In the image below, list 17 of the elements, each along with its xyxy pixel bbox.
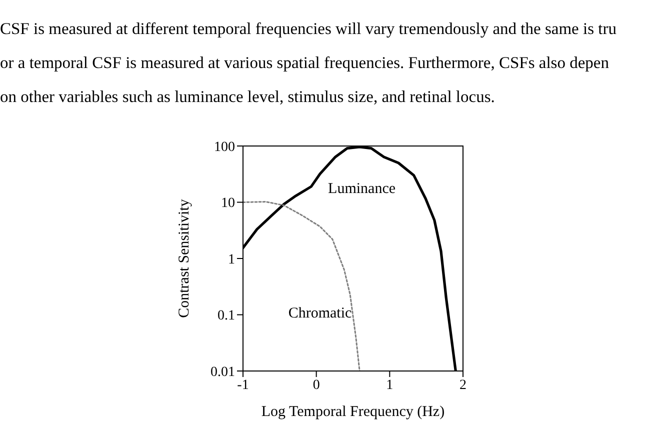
text: CSF is measured at different temporal frequencies will vary tremendously and the same is tru [0,18,616,40]
series-label: Chromatic [288,306,352,322]
y-tick-label: 0.1 [218,308,235,324]
y-tick-label: 100 [214,140,235,155]
x-tick-label: 2 [460,378,466,393]
y-tick-label: 0.01 [210,364,235,380]
y-tick-label: 1 [228,252,235,268]
x-tick-label: 0 [312,378,320,393]
y-tick-label: 10 [221,196,235,212]
line-series [243,201,360,371]
x-axis-title: Log Temporal Frequency (Hz) [261,404,445,420]
text: on other variables such as luminance level, stimulus size, and retinal locus. [0,86,496,108]
text: or a temporal CSF is measured at various spatial frequencies. Furthermore, CSFs also depen [0,52,610,74]
x-tick-label: 1 [386,378,394,393]
x-tick-label: -1 [237,378,249,393]
y-axis-title: Contrast Sensitivity [176,198,192,318]
series-label: Luminance [328,181,396,198]
